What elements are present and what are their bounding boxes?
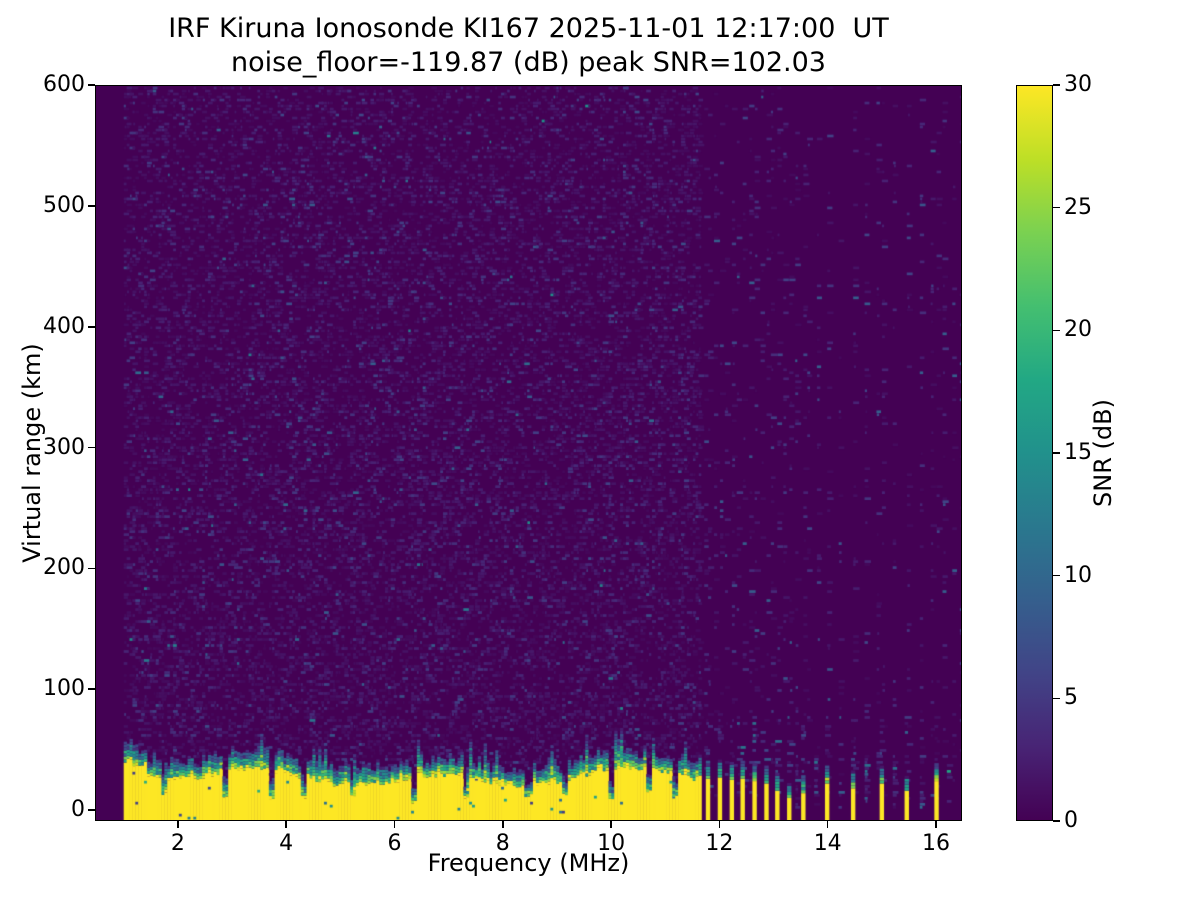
colorbar-tick [1053, 452, 1060, 454]
y-tick [88, 567, 95, 570]
y-tick-label: 100 [43, 676, 85, 702]
x-tick [610, 821, 612, 828]
x-tick-label: 8 [495, 831, 510, 856]
x-tick-label: 6 [387, 831, 402, 856]
x-tick-label: 4 [279, 831, 294, 856]
y-tick-label: 600 [43, 72, 85, 97]
plot-area [95, 85, 962, 821]
colorbar-tick [1053, 574, 1060, 577]
colorbar-tick [1053, 206, 1060, 209]
x-tick [501, 821, 504, 828]
x-tick-label: 14 [813, 831, 842, 856]
y-tick-label: 400 [43, 313, 85, 339]
y-tick-label: 0 [71, 797, 85, 823]
x-tick [935, 821, 937, 828]
colorbar-tick-label: 10 [1064, 562, 1092, 588]
x-tick-label: 12 [705, 831, 734, 856]
y-tick [88, 205, 95, 207]
y-tick [88, 446, 95, 449]
colorbar-tick-label: 25 [1064, 194, 1092, 220]
x-tick [718, 821, 721, 828]
chart-title-line2: noise_floor=-119.87 (dB) peak SNR=102.03 [231, 47, 826, 78]
colorbar-tick-label: 20 [1064, 317, 1092, 343]
chart-title-line1: IRF Kiruna Ionosonde KI167 2025-11-01 12… [168, 13, 889, 44]
colorbar-tick-label: 5 [1064, 685, 1078, 711]
colorbar-tick [1053, 820, 1060, 822]
colorbar-tick-label: 30 [1064, 72, 1092, 97]
colorbar-tick-label: 15 [1064, 440, 1092, 465]
colorbar-tick [1053, 697, 1060, 700]
y-axis-label: Virtual range (km) [18, 343, 46, 563]
x-tick [285, 821, 287, 828]
colorbar-tick [1053, 329, 1060, 332]
x-tick [393, 821, 396, 828]
colorbar-label: SNR (dB) [1089, 399, 1117, 507]
x-axis-label: Frequency (MHz) [427, 849, 630, 877]
y-tick [88, 809, 95, 811]
x-tick-label: 2 [170, 831, 185, 856]
x-tick-label: 10 [597, 831, 626, 856]
x-tick-label: 16 [922, 831, 950, 856]
x-tick [177, 821, 179, 828]
chart-title-block: IRF Kiruna Ionosonde KI167 2025-11-01 12… [95, 12, 962, 80]
y-tick [88, 325, 95, 328]
y-tick [88, 84, 95, 86]
colorbar-tick-label: 0 [1064, 808, 1078, 833]
y-tick-label: 300 [43, 434, 85, 460]
y-tick-label: 500 [43, 192, 85, 218]
colorbar [1016, 85, 1053, 821]
ionogram-canvas [95, 85, 962, 821]
y-tick-label: 200 [43, 555, 85, 581]
x-tick [826, 821, 829, 828]
y-tick [88, 688, 95, 691]
colorbar-tick [1053, 84, 1060, 86]
